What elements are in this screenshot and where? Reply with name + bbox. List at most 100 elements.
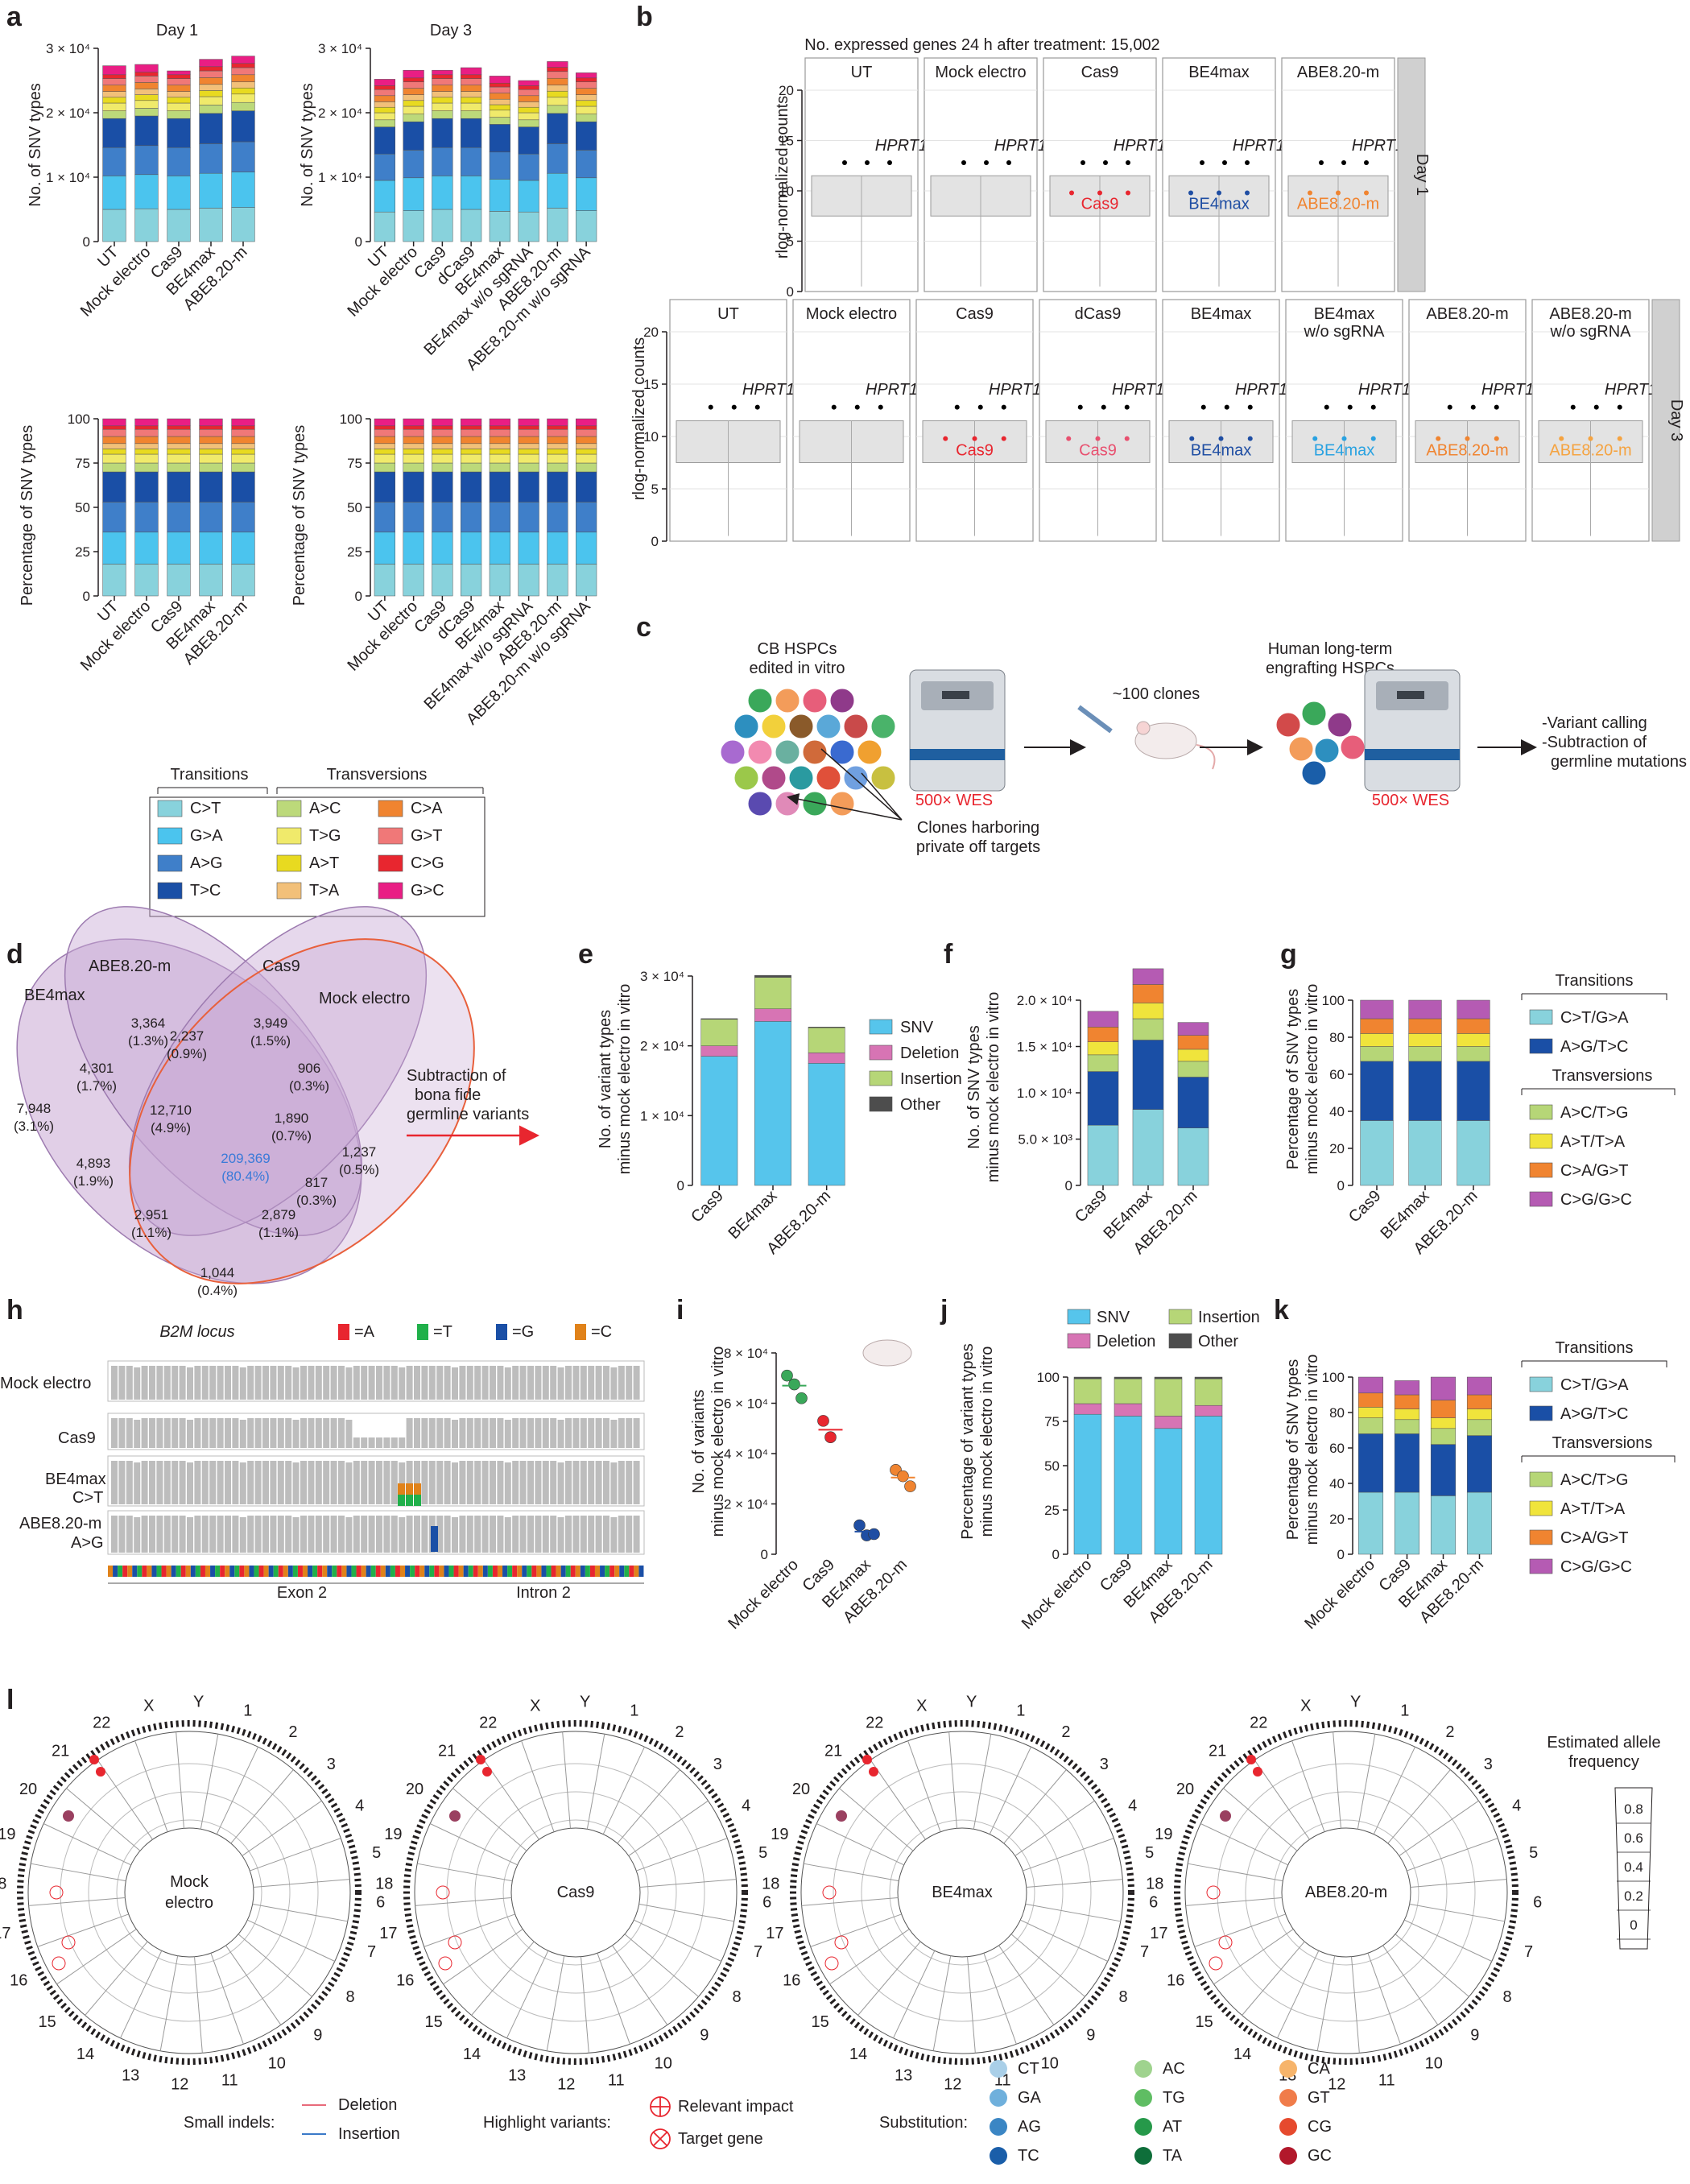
legend-label-TC: T>C bbox=[190, 882, 221, 900]
legend-label-AG: A>G bbox=[190, 854, 223, 872]
sector bbox=[230, 1769, 294, 1844]
h-coverage-bar bbox=[550, 1461, 557, 1504]
h-sequence-base bbox=[278, 1566, 283, 1577]
bar-G>C bbox=[489, 418, 510, 427]
h-coverage-bar bbox=[490, 1418, 496, 1448]
h-coverage-bar bbox=[270, 1516, 277, 1553]
bar-A>C bbox=[489, 462, 510, 473]
bar-C>T bbox=[403, 564, 424, 597]
sector bbox=[225, 1945, 282, 2025]
h-coverage-bar bbox=[550, 1418, 557, 1448]
y-tick-label: 20 bbox=[1329, 1141, 1345, 1156]
bar-A>T/T>A bbox=[1466, 1408, 1493, 1421]
b-tick-label: 10 bbox=[643, 429, 659, 445]
h-coverage-bar bbox=[361, 1461, 368, 1504]
bar-A>T bbox=[199, 449, 223, 455]
bar-Insertion bbox=[1073, 1378, 1102, 1404]
b-dot bbox=[1006, 160, 1011, 165]
bar-C>T bbox=[489, 211, 510, 242]
bar-C>G bbox=[432, 74, 453, 79]
bar-T>G bbox=[489, 453, 510, 464]
legend-swatch bbox=[1529, 1162, 1553, 1178]
bar-C>T bbox=[231, 207, 255, 242]
h-coverage-bar bbox=[300, 1516, 307, 1553]
ideogram-ring bbox=[403, 1720, 748, 2065]
chrom-label: Y bbox=[193, 1693, 204, 1710]
h-coverage-bar bbox=[254, 1461, 262, 1504]
h-coverage-bar bbox=[308, 1418, 315, 1448]
y-tick-label: 8 × 10⁴ bbox=[724, 1346, 768, 1361]
bar-A>G/T>C bbox=[1357, 1433, 1384, 1493]
y-tick-label: 0 bbox=[355, 589, 362, 604]
b-facet-title: BE4max bbox=[1314, 305, 1375, 323]
h-coverage-bar bbox=[171, 1516, 179, 1553]
bar-T>C bbox=[374, 471, 395, 503]
sector bbox=[1277, 1950, 1320, 2039]
b-dot bbox=[1570, 404, 1576, 410]
sector bbox=[424, 1913, 515, 1947]
h-coverage-bar bbox=[209, 1366, 217, 1400]
y-tick-label: 40 bbox=[1329, 1476, 1345, 1491]
h-key-label: =G bbox=[512, 1323, 534, 1341]
legend-swatch-CT bbox=[157, 800, 183, 817]
h-sequence-base bbox=[551, 1566, 556, 1577]
chrom-label: 6 bbox=[762, 1894, 771, 1912]
sector bbox=[210, 1953, 244, 2045]
h-sequence-base bbox=[176, 1566, 181, 1577]
b-dot bbox=[1103, 160, 1108, 165]
i-ylabel-1: No. of variants bbox=[690, 1390, 708, 1494]
af-tick: 0.8 bbox=[1624, 1801, 1643, 1817]
bar-C>A bbox=[199, 77, 223, 85]
sector bbox=[242, 1800, 322, 1856]
bar-C>G bbox=[489, 425, 510, 430]
h-coverage-bar bbox=[633, 1366, 640, 1400]
bar-A>C bbox=[432, 110, 453, 119]
bar-A>C bbox=[199, 105, 223, 114]
h-coverage-bar bbox=[201, 1516, 209, 1553]
bar-C>G bbox=[547, 425, 568, 430]
bar-Other bbox=[754, 974, 791, 978]
h-coverage-bar bbox=[459, 1418, 466, 1448]
h-coverage-bar bbox=[217, 1461, 224, 1504]
bar-T>G bbox=[489, 110, 510, 118]
ring bbox=[116, 1819, 262, 1966]
venn-pct: (0.7%) bbox=[271, 1128, 312, 1144]
target-gene-icon bbox=[650, 2128, 671, 2149]
bar-A>C bbox=[518, 119, 539, 127]
sector bbox=[1316, 1955, 1336, 2051]
legend-label: C>T/G>A bbox=[1560, 1376, 1629, 1394]
h-coverage-bar bbox=[452, 1420, 458, 1448]
h-coverage-bar bbox=[179, 1461, 186, 1504]
b-strip-label: Day 1 bbox=[1413, 154, 1431, 196]
b-dot bbox=[1319, 160, 1324, 165]
bar-T>G bbox=[102, 453, 126, 464]
l-small-indels: Small indels: bbox=[184, 2114, 275, 2132]
bar-G>T bbox=[489, 86, 510, 93]
h-coverage-bar bbox=[171, 1418, 179, 1448]
h-coverage-bar bbox=[209, 1516, 217, 1553]
ring bbox=[1273, 1819, 1419, 1966]
h-sequence-base bbox=[619, 1566, 625, 1577]
legend-snv-types: Transitions Transversions C>T A>C C>A G>A T>… bbox=[149, 766, 486, 917]
ring bbox=[88, 1791, 291, 1994]
sector bbox=[1382, 1945, 1439, 2025]
b-dot bbox=[831, 404, 837, 410]
bar-A>G bbox=[489, 502, 510, 533]
h-coverage-bar bbox=[512, 1366, 519, 1400]
clone-cell bbox=[747, 688, 773, 714]
h-sequence-base bbox=[424, 1566, 430, 1577]
venn-count: 3,364 bbox=[131, 1015, 166, 1031]
chrom-label: 15 bbox=[1196, 2013, 1213, 2031]
chrom-label: 4 bbox=[742, 1797, 750, 1814]
y-tick-label: 25 bbox=[347, 544, 362, 560]
h-coverage-bar bbox=[330, 1516, 337, 1553]
h-coverage-bar bbox=[187, 1517, 193, 1553]
chrom-label: 7 bbox=[367, 1943, 376, 1961]
h-sequence-base bbox=[419, 1566, 425, 1577]
bar-T>C bbox=[374, 126, 395, 155]
h-sequence-base bbox=[585, 1566, 590, 1577]
chrom-label: 18 bbox=[1146, 1875, 1163, 1892]
chrom-label: 20 bbox=[1176, 1781, 1194, 1798]
sector bbox=[1213, 1929, 1294, 1985]
bar-A>G/T>C bbox=[1132, 1040, 1164, 1110]
